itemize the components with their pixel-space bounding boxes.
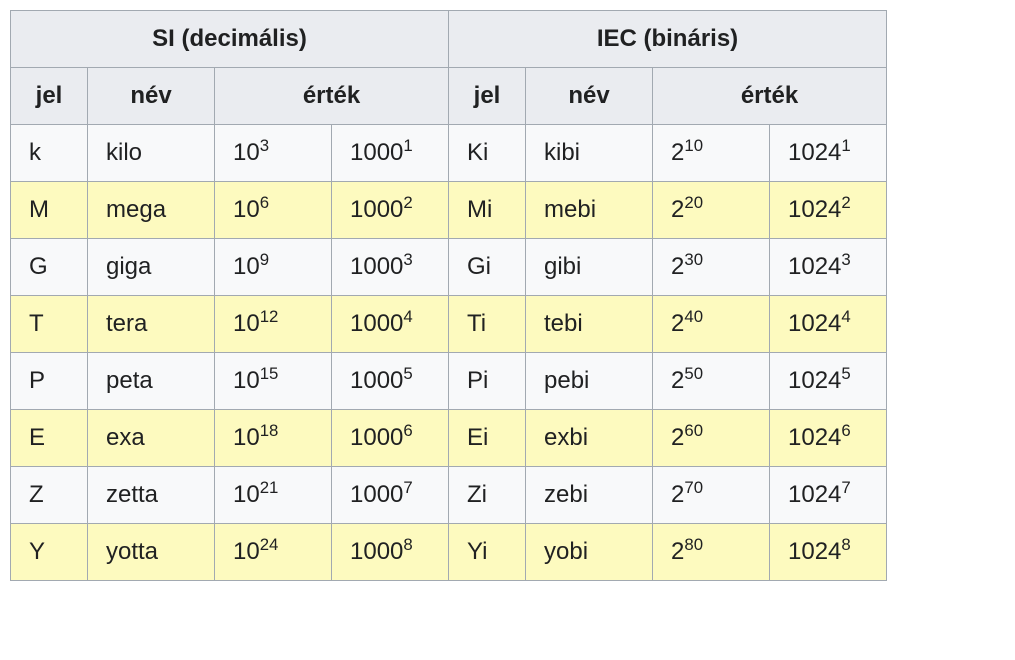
group-header-iec: IEC (bináris) xyxy=(449,11,887,68)
table-row: Ggiga10910003Gigibi23010243 xyxy=(11,239,887,296)
iec-name: tebi xyxy=(526,296,653,353)
si-value-base1000: 10004 xyxy=(332,296,449,353)
si-symbol: E xyxy=(11,410,88,467)
iec-value-base1024: 10245 xyxy=(770,353,887,410)
iec-symbol: Ei xyxy=(449,410,526,467)
iec-symbol: Zi xyxy=(449,467,526,524)
table-head: SI (decimális) IEC (bináris) jel név ért… xyxy=(11,11,887,125)
si-value-base10: 109 xyxy=(215,239,332,296)
table-body: kkilo10310001Kikibi21010241Mmega10610002… xyxy=(11,125,887,581)
table-row: Ttera101210004Titebi24010244 xyxy=(11,296,887,353)
si-symbol: Y xyxy=(11,524,88,581)
group-header-row: SI (decimális) IEC (bináris) xyxy=(11,11,887,68)
table-row: Ppeta101510005Pipebi25010245 xyxy=(11,353,887,410)
iec-value-base2: 220 xyxy=(653,182,770,239)
iec-value-base1024: 10243 xyxy=(770,239,887,296)
prefix-table: SI (decimális) IEC (bináris) jel név ért… xyxy=(10,10,887,581)
iec-name: zebi xyxy=(526,467,653,524)
iec-value-base2: 270 xyxy=(653,467,770,524)
col-iec-value: érték xyxy=(653,68,887,125)
iec-value-base1024: 10242 xyxy=(770,182,887,239)
iec-value-base1024: 10246 xyxy=(770,410,887,467)
si-name: peta xyxy=(88,353,215,410)
iec-value-base2: 240 xyxy=(653,296,770,353)
sub-header-row: jel név érték jel név érték xyxy=(11,68,887,125)
si-symbol: Z xyxy=(11,467,88,524)
si-name: yotta xyxy=(88,524,215,581)
iec-symbol: Pi xyxy=(449,353,526,410)
col-iec-symbol: jel xyxy=(449,68,526,125)
iec-symbol: Mi xyxy=(449,182,526,239)
si-value-base1000: 10005 xyxy=(332,353,449,410)
si-value-base10: 1015 xyxy=(215,353,332,410)
si-symbol: P xyxy=(11,353,88,410)
iec-symbol: Gi xyxy=(449,239,526,296)
col-si-symbol: jel xyxy=(11,68,88,125)
si-symbol: T xyxy=(11,296,88,353)
iec-value-base1024: 10247 xyxy=(770,467,887,524)
si-value-base1000: 10003 xyxy=(332,239,449,296)
si-value-base1000: 10006 xyxy=(332,410,449,467)
table-row: Eexa101810006Eiexbi26010246 xyxy=(11,410,887,467)
si-name: giga xyxy=(88,239,215,296)
iec-name: gibi xyxy=(526,239,653,296)
si-value-base10: 103 xyxy=(215,125,332,182)
iec-value-base2: 230 xyxy=(653,239,770,296)
col-si-name: név xyxy=(88,68,215,125)
iec-value-base2: 250 xyxy=(653,353,770,410)
group-header-si: SI (decimális) xyxy=(11,11,449,68)
si-value-base10: 1012 xyxy=(215,296,332,353)
iec-name: yobi xyxy=(526,524,653,581)
si-value-base10: 1018 xyxy=(215,410,332,467)
table-row: kkilo10310001Kikibi21010241 xyxy=(11,125,887,182)
si-value-base1000: 10007 xyxy=(332,467,449,524)
si-symbol: G xyxy=(11,239,88,296)
iec-symbol: Yi xyxy=(449,524,526,581)
iec-value-base1024: 10248 xyxy=(770,524,887,581)
col-iec-name: név xyxy=(526,68,653,125)
si-symbol: M xyxy=(11,182,88,239)
si-value-base1000: 10001 xyxy=(332,125,449,182)
si-name: exa xyxy=(88,410,215,467)
si-name: tera xyxy=(88,296,215,353)
iec-name: pebi xyxy=(526,353,653,410)
iec-value-base1024: 10241 xyxy=(770,125,887,182)
iec-value-base2: 280 xyxy=(653,524,770,581)
iec-name: mebi xyxy=(526,182,653,239)
iec-value-base2: 260 xyxy=(653,410,770,467)
si-name: mega xyxy=(88,182,215,239)
iec-name: exbi xyxy=(526,410,653,467)
iec-value-base1024: 10244 xyxy=(770,296,887,353)
si-symbol: k xyxy=(11,125,88,182)
iec-symbol: Ki xyxy=(449,125,526,182)
iec-name: kibi xyxy=(526,125,653,182)
table-row: Zzetta102110007Zizebi27010247 xyxy=(11,467,887,524)
si-value-base10: 1024 xyxy=(215,524,332,581)
table-row: Mmega10610002Mimebi22010242 xyxy=(11,182,887,239)
iec-symbol: Ti xyxy=(449,296,526,353)
si-name: zetta xyxy=(88,467,215,524)
si-value-base10: 1021 xyxy=(215,467,332,524)
col-si-value: érték xyxy=(215,68,449,125)
si-name: kilo xyxy=(88,125,215,182)
iec-value-base2: 210 xyxy=(653,125,770,182)
si-value-base1000: 10002 xyxy=(332,182,449,239)
si-value-base10: 106 xyxy=(215,182,332,239)
table-row: Yyotta102410008Yiyobi28010248 xyxy=(11,524,887,581)
si-value-base1000: 10008 xyxy=(332,524,449,581)
